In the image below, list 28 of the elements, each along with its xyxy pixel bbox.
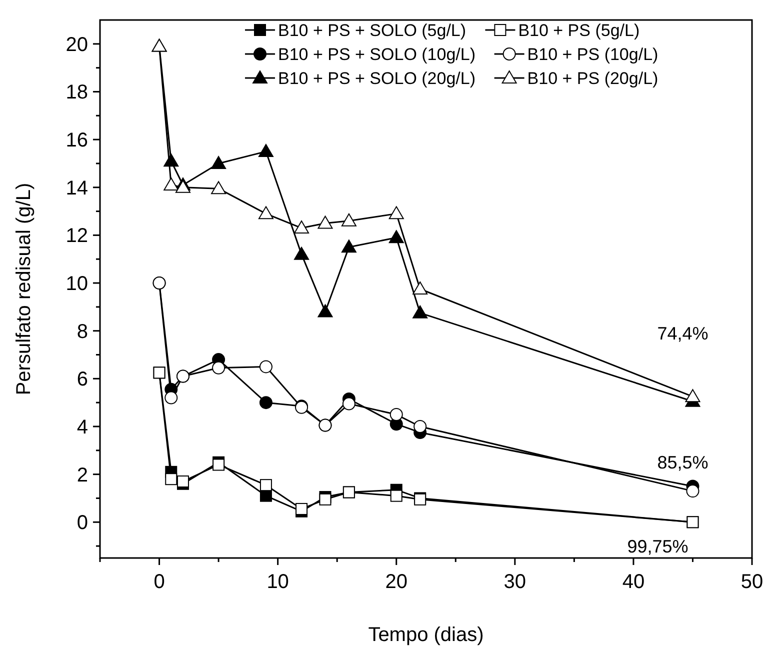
legend-label: B10 + PS + SOLO (5g/L) [278, 20, 466, 40]
x-tick-label: 30 [504, 571, 526, 593]
y-tick-label: 4 [76, 416, 88, 438]
legend-label: B10 + PS + SOLO (10g/L) [278, 44, 476, 64]
legend-label: B10 + PS (20g/L) [527, 68, 658, 88]
legend-label: B10 + PS (5g/L) [518, 20, 640, 40]
y-tick-label: 8 [76, 320, 88, 343]
y-tick-label: 12 [66, 225, 88, 248]
y-tick-label: 20 [66, 34, 88, 56]
annotation: 99,75% [627, 536, 688, 556]
annotation: 85,5% [657, 452, 708, 473]
annotation: 74,4% [657, 324, 708, 344]
y-tick-label: 18 [66, 82, 88, 104]
y-axis-title: Persulfato redisual (g/L) [13, 182, 35, 396]
y-tick-label: 16 [66, 130, 88, 152]
x-axis-title: Tempo (dias) [368, 624, 484, 646]
x-tick-label: 40 [622, 571, 645, 593]
y-tick-label: 2 [76, 464, 88, 486]
y-tick-label: 0 [76, 512, 88, 534]
x-tick-label: 50 [740, 571, 764, 593]
legend-label: B10 + PS + SOLO (20g/L) [278, 68, 476, 88]
x-tick-label: 0 [154, 571, 165, 593]
y-tick-label: 10 [66, 273, 88, 296]
y-tick-label: 6 [76, 368, 88, 391]
legend-label: B10 + PS (10g/L) [527, 44, 658, 64]
y-tick-label: 14 [66, 177, 88, 200]
x-tick-label: 20 [385, 571, 408, 593]
x-tick-label: 10 [266, 571, 289, 593]
